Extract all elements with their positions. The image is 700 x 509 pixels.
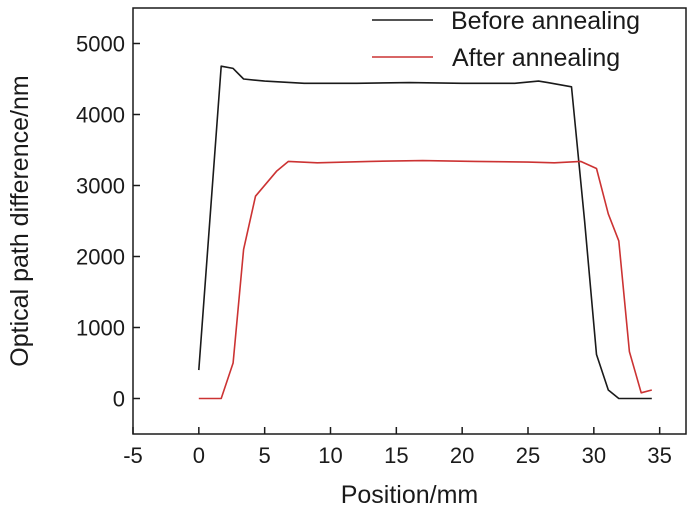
x-tick-label: 25	[516, 443, 540, 468]
y-tick-label: 4000	[76, 103, 125, 128]
x-tick-label: 0	[193, 443, 205, 468]
y-tick-label: 2000	[76, 245, 125, 270]
x-tick-label: 30	[582, 443, 606, 468]
x-tick-label: 15	[384, 443, 408, 468]
x-tick-label: -5	[123, 443, 143, 468]
y-tick-label: 1000	[76, 316, 125, 341]
y-tick-label: 0	[113, 387, 125, 412]
x-axis-title: Position/mm	[341, 481, 479, 509]
series-line-before-annealing	[198, 65, 652, 400]
series-line-after-annealing	[198, 159, 653, 400]
x-tick-label: 20	[450, 443, 474, 468]
y-tick-label: 3000	[76, 174, 125, 199]
x-tick-label: 5	[259, 443, 271, 468]
legend: Before annealing After annealing	[372, 7, 640, 72]
legend-label-after-annealing: After annealing	[452, 44, 620, 72]
plot-frame	[132, 7, 687, 435]
legend-label-before-annealing: Before annealing	[451, 7, 640, 35]
plot-area: -5 0 5 10 15 20 25 30 35 0 1000 2000 3000 4000 5000	[76, 7, 687, 468]
x-tick-label: 10	[318, 443, 342, 468]
y-axis-title: Optical path difference/nm	[6, 75, 34, 366]
x-tick-label: 35	[647, 443, 671, 468]
y-tick-label: 5000	[76, 32, 125, 57]
